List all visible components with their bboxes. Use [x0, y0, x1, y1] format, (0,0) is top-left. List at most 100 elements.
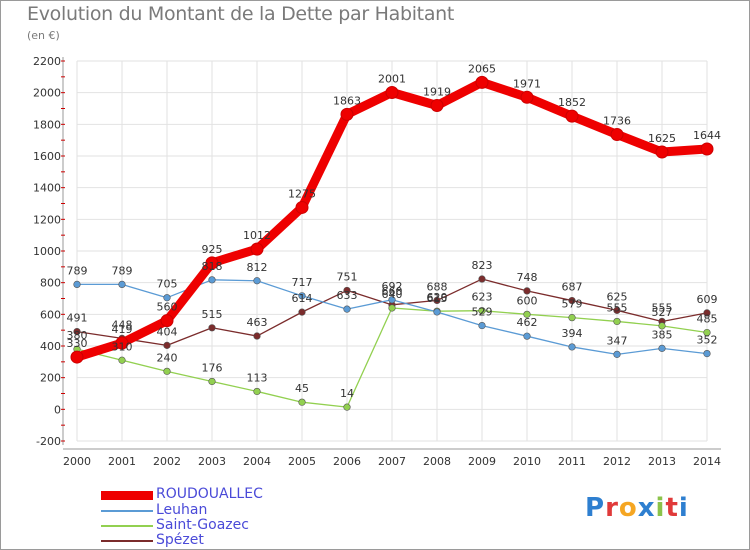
- data-point: [163, 367, 171, 375]
- data-label: 555: [607, 301, 628, 314]
- legend-label: ROUDOUALLEC: [156, 486, 263, 502]
- x-tick-label: 2006: [333, 455, 361, 468]
- data-point: [523, 287, 531, 295]
- data-point: [343, 403, 351, 411]
- data-label: 751: [337, 270, 358, 283]
- data-label: 1012: [243, 229, 271, 242]
- data-point: [115, 336, 129, 350]
- data-point: [700, 142, 714, 156]
- chart-title: Evolution du Montant de la Dette par Hab…: [27, 3, 455, 25]
- data-label: 633: [337, 289, 358, 302]
- legend-label: Leuhan: [156, 502, 208, 518]
- data-point: [610, 127, 624, 141]
- data-point: [523, 332, 531, 340]
- x-tick-label: 2005: [288, 455, 316, 468]
- data-point: [73, 327, 81, 336]
- data-point: [703, 309, 711, 317]
- data-label: 818: [202, 260, 223, 273]
- data-label: 560: [157, 301, 178, 314]
- y-tick-label: 2000: [33, 87, 61, 100]
- data-point: [703, 328, 711, 337]
- data-label: 823: [472, 259, 493, 272]
- data-point: [703, 350, 711, 358]
- data-label: 660: [382, 285, 403, 298]
- data-label: 330: [67, 337, 88, 350]
- legend-label: Spézet: [156, 532, 204, 548]
- data-point: [433, 308, 441, 316]
- data-point: [385, 86, 399, 100]
- data-label: 176: [202, 361, 223, 374]
- data-point: [478, 307, 486, 315]
- y-tick-label: 1600: [33, 150, 61, 163]
- data-point: [568, 343, 576, 351]
- data-point: [568, 296, 576, 305]
- data-point: [613, 306, 621, 314]
- data-label: 462: [517, 316, 538, 329]
- x-tick-label: 2007: [378, 455, 406, 468]
- data-point: [298, 292, 306, 300]
- data-label: 240: [157, 351, 178, 364]
- data-point: [343, 305, 351, 313]
- data-point: [253, 332, 261, 340]
- data-label: 385: [652, 328, 673, 341]
- data-label: 491: [67, 312, 88, 325]
- data-label: 692: [382, 280, 403, 293]
- data-label: 717: [292, 276, 313, 289]
- data-point: [613, 317, 621, 326]
- data-label: 310: [112, 340, 133, 353]
- data-point: [208, 276, 216, 284]
- x-tick-label: 2008: [423, 455, 451, 468]
- y-tick-label: -200: [36, 435, 61, 448]
- data-label: 1971: [513, 77, 541, 90]
- data-point: [655, 145, 669, 159]
- data-point: [433, 296, 441, 305]
- data-label: 1625: [648, 132, 676, 145]
- data-label: 14: [340, 387, 354, 400]
- y-tick-label: 1800: [33, 118, 61, 131]
- proxiti-logo: Proxiti: [585, 493, 689, 523]
- data-label: 419: [112, 323, 133, 336]
- legend-swatch: [101, 525, 153, 527]
- data-point: [205, 256, 219, 270]
- x-tick-label: 2013: [648, 455, 676, 468]
- data-label: 625: [607, 290, 628, 303]
- data-point: [613, 350, 621, 358]
- data-label: 555: [652, 301, 673, 314]
- data-label: 789: [112, 264, 133, 277]
- data-label: 615: [427, 292, 448, 305]
- data-label: 1644: [693, 129, 721, 142]
- data-point: [658, 344, 666, 352]
- data-label: 748: [517, 271, 538, 284]
- data-label: 688: [427, 280, 448, 293]
- data-point: [565, 109, 579, 123]
- data-label: 45: [295, 382, 309, 395]
- x-tick-label: 2009: [468, 455, 496, 468]
- data-label: 527: [652, 306, 673, 319]
- data-label: 1919: [423, 85, 451, 98]
- data-label: 515: [202, 308, 223, 321]
- data-point: [73, 280, 81, 289]
- x-tick-label: 2000: [63, 455, 91, 468]
- legend-swatch: [101, 510, 153, 512]
- legend-label: Saint-Goazec: [156, 517, 249, 533]
- data-label: 705: [157, 278, 178, 291]
- x-tick-label: 2010: [513, 455, 541, 468]
- data-point: [295, 200, 309, 214]
- data-point: [430, 98, 444, 112]
- data-point: [208, 324, 216, 332]
- x-tick-label: 2012: [603, 455, 631, 468]
- y-tick-label: 600: [40, 308, 61, 321]
- data-label: 925: [202, 243, 223, 256]
- x-tick-label: 2002: [153, 455, 181, 468]
- data-label: 640: [382, 288, 403, 301]
- data-label: 2065: [468, 62, 496, 75]
- data-label: 579: [562, 298, 583, 311]
- x-tick-label: 2003: [198, 455, 226, 468]
- data-point: [118, 280, 126, 289]
- data-label: 404: [157, 325, 178, 338]
- data-point: [388, 296, 396, 304]
- data-label: 1736: [603, 114, 631, 127]
- x-tick-label: 2001: [108, 455, 136, 468]
